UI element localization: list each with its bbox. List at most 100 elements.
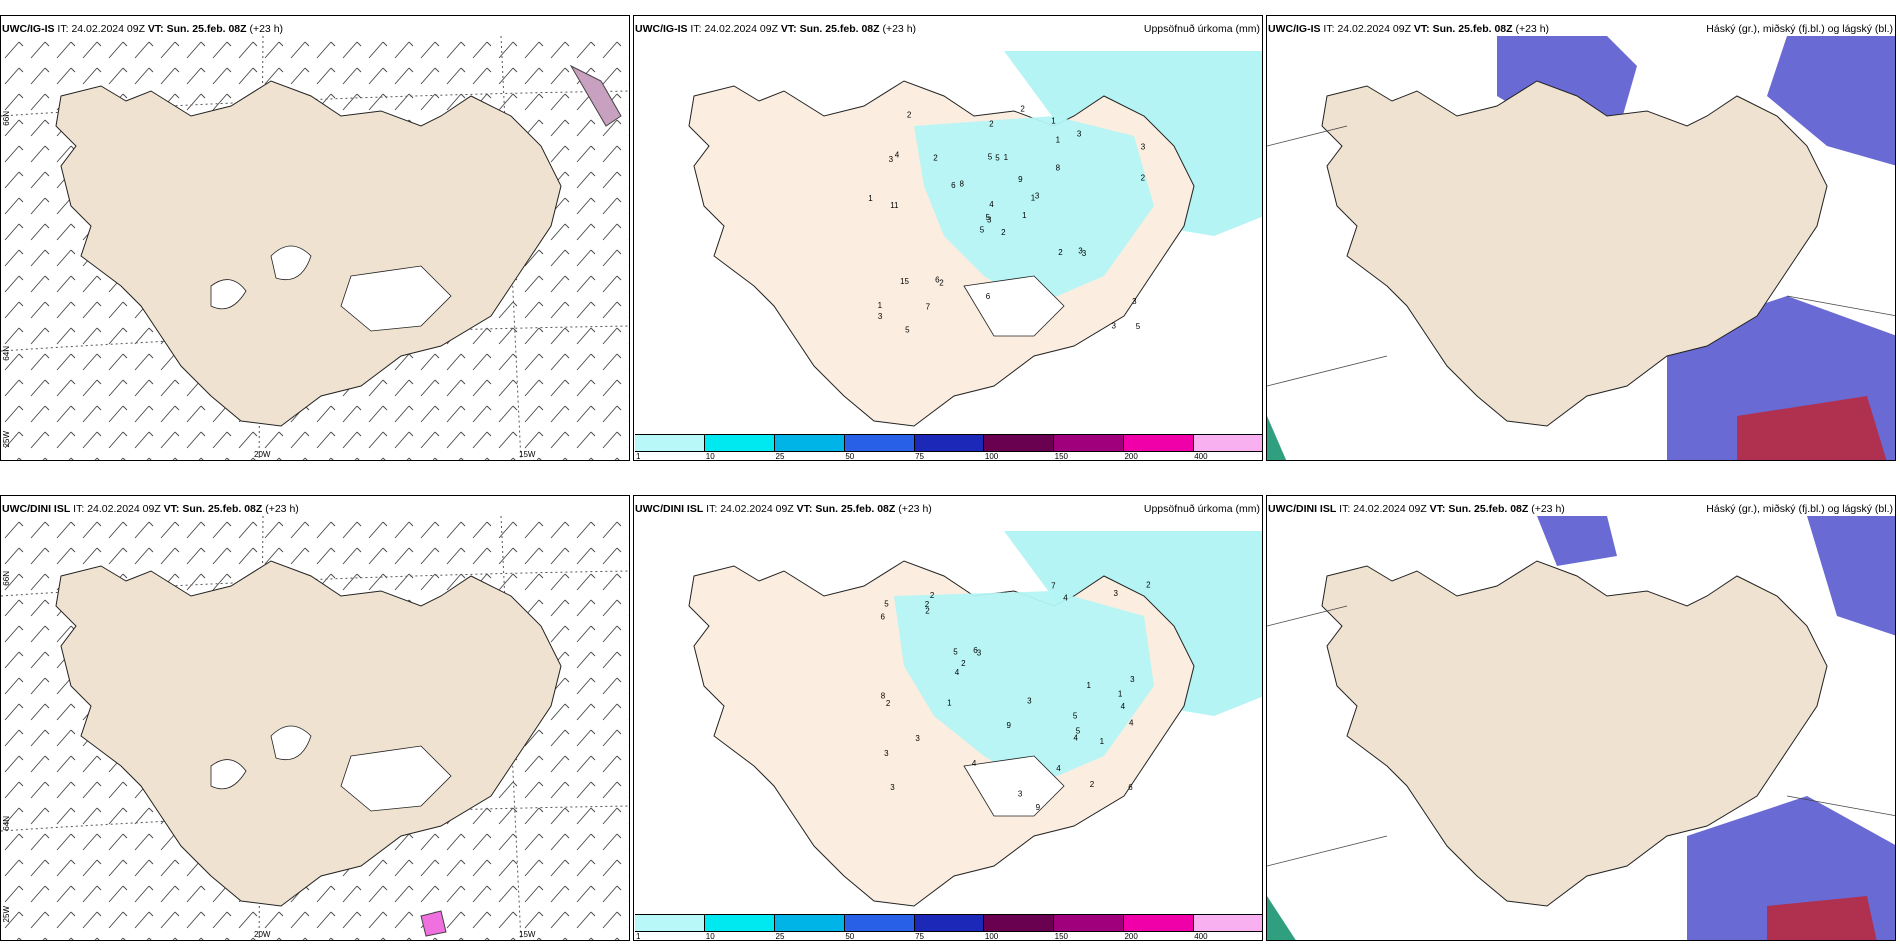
precip-value-label: 1 <box>1004 153 1009 162</box>
precip-value-label: 3 <box>1132 297 1137 306</box>
precip-value-label: 3 <box>1035 191 1040 200</box>
precip-value-label: 4 <box>1129 719 1134 728</box>
precip-value-label: 6 <box>935 275 940 284</box>
lat-label-66n: 66N <box>2 111 11 126</box>
precip-value-label: 3 <box>878 312 883 321</box>
precip-panel-ig: UWC/IG-IS IT: 24.02.2024 09Z VT: Sun. 25… <box>633 15 1263 461</box>
colorbar-tick: 100 <box>984 932 999 941</box>
precip-value-label: 2 <box>1058 248 1063 257</box>
precip-value-label: 6 <box>1128 783 1133 792</box>
precip-value-label: 1 <box>878 301 883 310</box>
precip-value-label: 5 <box>988 153 993 162</box>
precip-value-label: 8 <box>960 180 965 189</box>
precip-value-label: 2 <box>933 153 938 162</box>
precip-value-label: 4 <box>972 759 977 768</box>
iceland-land <box>688 80 1195 427</box>
iceland-land <box>55 80 562 427</box>
panel-header: UWC/IG-IS IT: 24.02.2024 09Z VT: Sun. 25… <box>635 23 917 35</box>
colorbar-tick: 1 <box>636 452 641 461</box>
precip-value-label: 9 <box>1018 175 1023 184</box>
lat-label-64n: 64N <box>2 816 11 831</box>
colorbar-segment <box>914 915 985 931</box>
colorbar-tick: 1 <box>636 932 641 941</box>
colorbar-segment <box>704 435 775 451</box>
colorbar-tick: 150 <box>1054 932 1069 941</box>
colorbar-segment <box>1194 915 1262 931</box>
precip-value-label: 1 <box>1100 737 1105 746</box>
precip-value-label: 8 <box>881 691 886 700</box>
iceland-land <box>1321 80 1828 427</box>
precip-value-label: 4 <box>895 151 900 160</box>
precip-value-label: 2 <box>1001 228 1006 237</box>
precip-value-label: 4 <box>1063 593 1068 602</box>
colorbar-segment <box>635 435 705 451</box>
precip-value-label: 1 <box>1087 681 1092 690</box>
colorbar-tick: 50 <box>845 932 855 941</box>
precip-value-label: 3 <box>1078 246 1083 255</box>
colorbar-segment <box>774 435 845 451</box>
colorbar-segment <box>984 435 1055 451</box>
colorbar-tick: 75 <box>915 932 925 941</box>
panel-header: UWC/DINI ISL IT: 24.02.2024 09Z VT: Sun.… <box>2 503 299 515</box>
precip-value-label: 3 <box>915 734 920 743</box>
precip-value-label: 2 <box>930 591 935 600</box>
precip-value-label: 5 <box>986 213 991 222</box>
precip-value-label: 3 <box>1027 696 1032 705</box>
precip-value-label: 7 <box>1051 581 1056 590</box>
iceland-land <box>55 560 562 907</box>
precip-value-label: 8 <box>1056 164 1061 173</box>
colorbar-segment <box>1194 435 1262 451</box>
wind-map <box>1 36 629 460</box>
wind-panel-dini: UWC/DINI ISL IT: 24.02.2024 09Z VT: Sun.… <box>0 495 630 941</box>
precip-value-label: 3 <box>977 649 982 658</box>
panel-header: UWC/IG-IS IT: 24.02.2024 09Z VT: Sun. 25… <box>2 23 284 35</box>
precip-value-label: 2 <box>886 699 891 708</box>
precip-value-label: 3 <box>1130 675 1135 684</box>
precip-value-label: 2 <box>1141 174 1146 183</box>
precip-value-label: 3 <box>884 749 889 758</box>
colorbar-tick: 400 <box>1194 452 1208 461</box>
colorbar-segment <box>1054 435 1125 451</box>
cloud-title: Háský (gr.), miðský (fj.bl.) og lágský (… <box>1706 23 1893 35</box>
precip-value-label: 2 <box>907 111 912 120</box>
colorbar-tick: 25 <box>775 452 785 461</box>
panel-header: UWC/DINI ISL IT: 24.02.2024 09Z VT: Sun.… <box>635 503 932 515</box>
precip-value-label: 15 <box>900 277 909 286</box>
colorbar-segment <box>844 915 915 931</box>
colorbar-segment <box>1124 915 1195 931</box>
precip-value-label: 4 <box>1121 702 1126 711</box>
precip-colorbar: 1 10 25 50 75 100 150 200 400 <box>635 434 1262 461</box>
precip-title: Uppsöfnuð úrkoma (mm) <box>1143 23 1260 35</box>
precip-value-label: 9 <box>1007 721 1012 730</box>
wind-panel-ig: UWC/IG-IS IT: 24.02.2024 09Z VT: Sun. 25… <box>0 15 630 461</box>
precip-value-label: 5 <box>1076 726 1081 735</box>
precip-value-label: 5 <box>980 226 985 235</box>
precip-value-label: 5 <box>1073 712 1078 721</box>
panel-header: UWC/IG-IS IT: 24.02.2024 09Z VT: Sun. 25… <box>1268 23 1550 35</box>
precip-value-label: 1 <box>868 194 873 203</box>
precip-value-label: 5 <box>953 647 958 656</box>
lon-label-25w: 25W <box>2 906 11 923</box>
precip-value-label: 2 <box>1090 780 1095 789</box>
precip-value-label: 3 <box>1018 789 1023 798</box>
precip-value-label: 2 <box>1146 581 1151 590</box>
cloud-panel-dini: UWC/DINI ISL IT: 24.02.2024 09Z VT: Sun.… <box>1266 495 1896 941</box>
precip-value-label: 6 <box>951 181 956 190</box>
precip-value-label: 4 <box>1056 764 1061 773</box>
precip-value-label: 5 <box>884 600 889 609</box>
colorbar-tick: 150 <box>1054 452 1069 461</box>
wind-map <box>1 516 629 940</box>
colorbar-segment <box>914 435 985 451</box>
precip-value-label: 3 <box>1082 249 1087 258</box>
precip-value-label: 2 <box>1020 105 1025 114</box>
cloud-map <box>1267 516 1895 940</box>
precip-value-label: 5 <box>1136 322 1141 331</box>
precip-value-label: 5 <box>905 326 910 335</box>
colorbar-tick: 75 <box>915 452 925 461</box>
colorbar-segment <box>1054 915 1125 931</box>
precip-value-label: 11 <box>890 201 899 210</box>
iceland-land <box>1321 560 1828 907</box>
precip-value-label: 3 <box>890 783 895 792</box>
precip-value-label: 3 <box>889 155 894 164</box>
